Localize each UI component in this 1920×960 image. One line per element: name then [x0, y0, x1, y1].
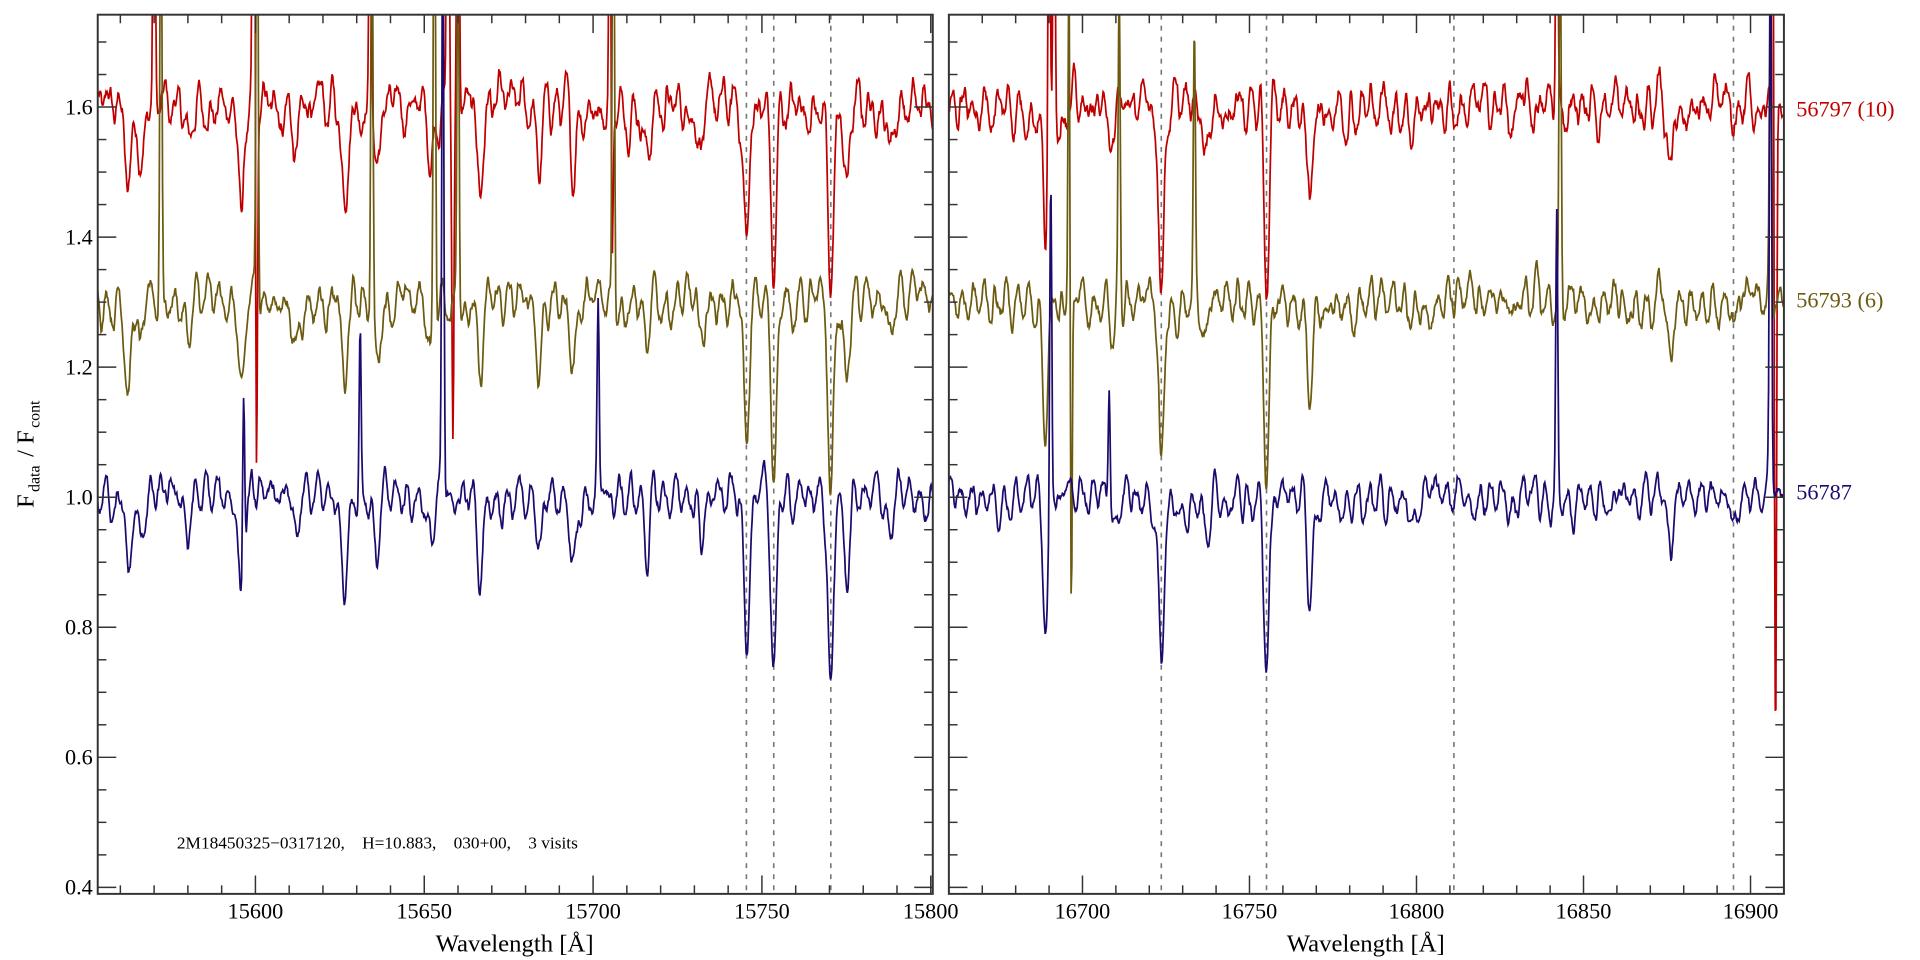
spectrum-series-0: [97, 14, 933, 463]
spectrum-series-2: [97, 14, 933, 680]
x-axis-label-left: Wavelength [Å]: [436, 931, 594, 958]
y-axis-label-main: F: [12, 494, 39, 508]
y-tick-label: 0.8: [65, 615, 93, 640]
spectrum-series-1: [948, 14, 1784, 594]
x-tick-label: 15600: [228, 898, 284, 923]
spectrum-series-2: [948, 14, 1784, 673]
legend-label-series-1: 56793 (6): [1796, 287, 1883, 312]
legend-label-series-2: 56787: [1796, 480, 1852, 505]
x-tick-label: 15800: [903, 898, 959, 923]
x-tick-label: 16750: [1222, 898, 1278, 923]
x-tick-label: 15650: [396, 898, 452, 923]
y-axis-label: Fdata / F cont: [12, 400, 43, 508]
x-tick-label: 16800: [1389, 898, 1445, 923]
x-tick-label: 15750: [734, 898, 790, 923]
y-tick-label: 1.2: [65, 355, 93, 380]
y-tick-label: 1.0: [65, 485, 93, 510]
legend-label-series-0: 56797 (10): [1796, 96, 1894, 121]
spectrum-series-0: [948, 14, 1784, 712]
x-tick-label: 16850: [1556, 898, 1612, 923]
x-axis-label-right: Wavelength [Å]: [1287, 931, 1445, 958]
spectrum-series-1: [97, 14, 933, 496]
x-tick-label: 16700: [1055, 898, 1111, 923]
plot-frame: [96, 13, 934, 895]
x-tick-label: 15700: [565, 898, 621, 923]
y-axis-label-sub2: cont: [27, 400, 44, 428]
plot-frame: [947, 13, 1785, 895]
y-tick-label: 1.4: [65, 225, 93, 250]
y-tick-label: 1.6: [65, 94, 93, 119]
x-tick-label: 16900: [1723, 898, 1779, 923]
right-panel: 16700 16750 16800 16850 16900: [947, 13, 1785, 923]
y-axis-label-sub1: data: [27, 465, 44, 492]
y-tick-label: 0.6: [65, 745, 93, 770]
y-tick-label: 0.4: [65, 875, 93, 900]
star-annotation: 2M18450325−0317120, H=10.883, 030+00, 3 …: [177, 834, 578, 853]
y-axis-label-sep: / F: [12, 430, 39, 463]
left-panel: 15600 15650 15700 15750 15800 0.4 0.6 0.8 1.0 1.2…: [65, 13, 959, 923]
